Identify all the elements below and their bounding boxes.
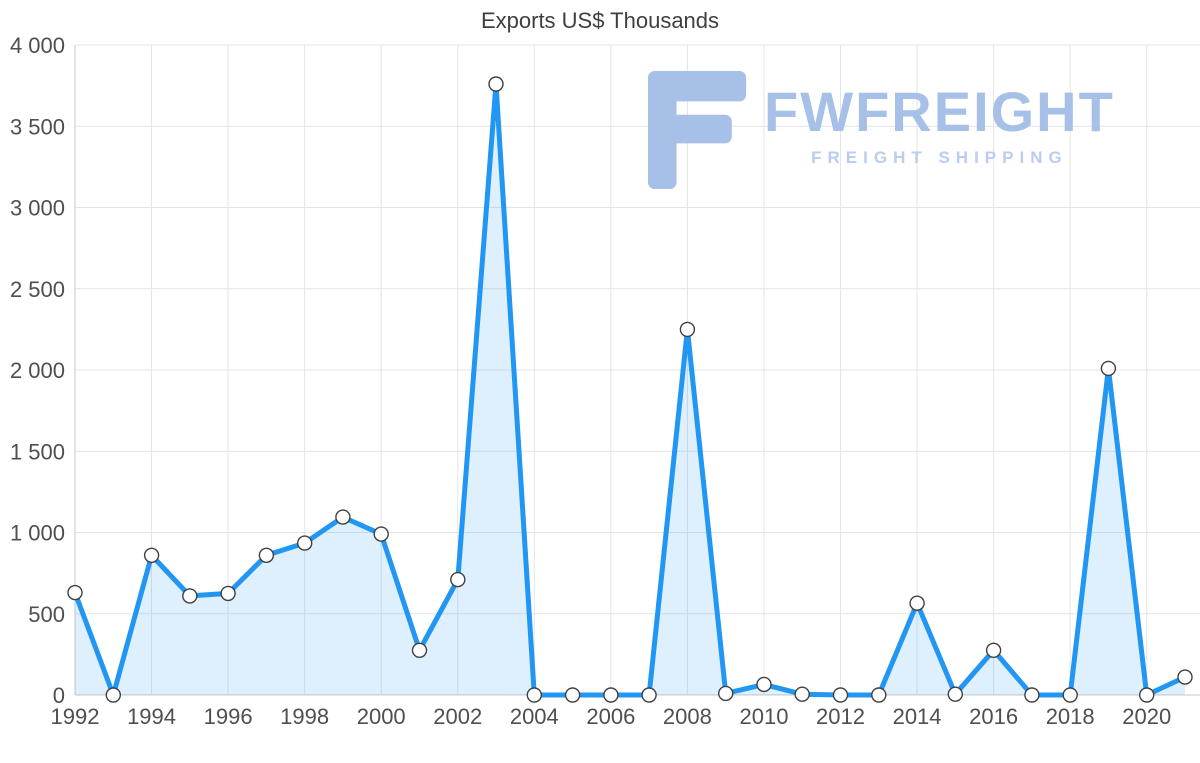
y-axis-tick-label: 1 000 (10, 521, 65, 546)
y-axis-tick-label: 1 500 (10, 439, 65, 464)
data-point-marker[interactable] (67, 584, 83, 601)
y-axis-tick-label: 4 000 (10, 33, 65, 58)
data-point-marker[interactable] (105, 687, 122, 703)
data-point-marker[interactable] (718, 685, 734, 702)
data-point-marker[interactable] (947, 686, 963, 702)
data-point-marker[interactable] (871, 687, 887, 703)
x-axis-tick-label: 2008 (663, 704, 712, 729)
x-axis-tick-label: 1994 (127, 704, 176, 729)
x-axis-tick-label: 2018 (1046, 704, 1095, 729)
data-point-marker[interactable] (488, 76, 504, 92)
series-area-fill (75, 84, 1185, 695)
x-axis-tick-label: 2006 (586, 704, 635, 729)
data-point-marker[interactable] (756, 676, 772, 693)
x-axis-tick-label: 2020 (1122, 704, 1171, 729)
data-point-marker[interactable] (832, 687, 849, 703)
data-point-marker[interactable] (985, 642, 1002, 658)
data-point-marker[interactable] (297, 535, 313, 551)
data-point-marker[interactable] (335, 509, 351, 525)
y-axis-tick-label: 500 (28, 602, 65, 627)
data-point-marker[interactable] (679, 321, 696, 338)
y-axis-tick-label: 3 000 (10, 196, 65, 221)
x-axis-tick-label: 1992 (51, 704, 100, 729)
data-point-marker[interactable] (182, 588, 198, 604)
chart-title: Exports US$ Thousands (480, 8, 720, 33)
data-point-marker[interactable] (564, 687, 581, 703)
data-point-marker[interactable] (1177, 669, 1193, 685)
y-axis-tick-label: 2 500 (10, 277, 65, 302)
x-axis-tick-label: 2016 (969, 704, 1018, 729)
data-point-marker[interactable] (526, 687, 542, 703)
series-line (72, 81, 1188, 698)
data-point-marker[interactable] (450, 571, 466, 588)
data-point-marker[interactable] (220, 585, 236, 602)
x-axis-tick-label: 2002 (433, 704, 482, 729)
data-point-marker[interactable] (641, 687, 657, 703)
data-point-marker[interactable] (1062, 687, 1078, 703)
y-axis-tick-label: 3 500 (10, 114, 65, 139)
x-axis-tick-label: 2014 (893, 704, 942, 729)
data-point-marker[interactable] (411, 642, 428, 658)
y-axis-tick-label: 2 000 (10, 358, 65, 383)
x-axis-tick-label: 2012 (816, 704, 865, 729)
x-axis-tick-label: 2004 (510, 704, 559, 729)
y-axis-tick-label: 0 (53, 683, 65, 708)
data-point-marker[interactable] (794, 686, 810, 702)
x-axis-tick-label: 1996 (204, 704, 253, 729)
data-point-marker[interactable] (1100, 360, 1117, 377)
data-point-marker[interactable] (909, 595, 925, 611)
data-point-marker[interactable] (143, 547, 160, 563)
data-point-marker[interactable] (373, 526, 389, 542)
data-point-marker[interactable] (603, 687, 619, 703)
x-axis-tick-label: 2010 (739, 704, 788, 729)
data-point-marker[interactable] (258, 547, 275, 563)
data-point-marker[interactable] (1024, 687, 1040, 703)
data-point-marker[interactable] (1138, 687, 1155, 703)
x-axis-tick-label: 2000 (357, 704, 406, 729)
x-axis-tick-label: 1998 (280, 704, 329, 729)
